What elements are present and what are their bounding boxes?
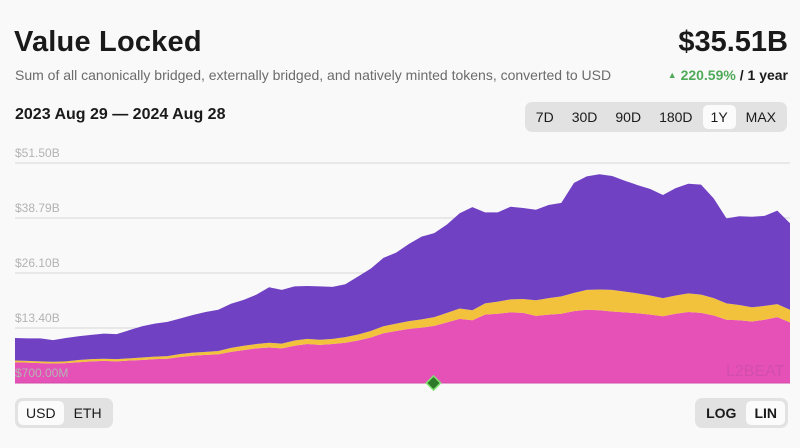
area-externally-bridged	[15, 289, 790, 364]
change-indicator: ▲ 220.59% / 1 year	[668, 67, 788, 83]
l2beat-watermark: L2BEAT	[726, 363, 785, 380]
range-max-button[interactable]: MAX	[745, 109, 776, 125]
total-value: $35.51B	[678, 26, 788, 58]
range-7d-button[interactable]: 7D	[535, 109, 554, 125]
unit-eth-button[interactable]: ETH	[73, 405, 102, 421]
y-tick-label: $26.10B	[15, 256, 60, 270]
y-tick-label: $51.50B	[15, 146, 60, 160]
range-1y-button[interactable]: 1Y	[702, 105, 736, 129]
unit-selector: USD ETH	[15, 398, 113, 428]
range-30d-button[interactable]: 30D	[571, 109, 598, 125]
scale-selector: LOG LIN	[695, 398, 788, 428]
page-title: Value Locked	[14, 26, 202, 58]
area-canonically-bridged	[15, 174, 790, 362]
range-180d-button[interactable]: 180D	[659, 109, 693, 125]
triangle-up-icon: ▲	[667, 70, 677, 80]
scale-lin-button[interactable]: LIN	[746, 401, 785, 425]
range-90d-button[interactable]: 90D	[615, 109, 642, 125]
date-range: 2023 Aug 29 — 2024 Aug 28	[15, 106, 226, 123]
change-percent: 220.59%	[680, 67, 736, 83]
timeline-marker-diamond[interactable]	[425, 374, 442, 392]
y-tick-label: $700.00M	[15, 366, 68, 380]
value-locked-chart: $700.00M $13.40B $26.10B $38.79B $51.50B L2B…	[15, 146, 790, 392]
change-period: / 1 year	[739, 67, 788, 83]
y-tick-label: $38.79B	[15, 201, 60, 215]
scale-log-button[interactable]: LOG	[706, 405, 737, 421]
y-tick-label: $13.40B	[15, 311, 60, 325]
page-subtitle: Sum of all canonically bridged, external…	[15, 67, 612, 83]
unit-usd-button[interactable]: USD	[18, 401, 64, 425]
area-natively-minted	[15, 309, 790, 383]
time-range-selector: 7D 30D 90D 180D 1Y MAX	[524, 102, 787, 132]
